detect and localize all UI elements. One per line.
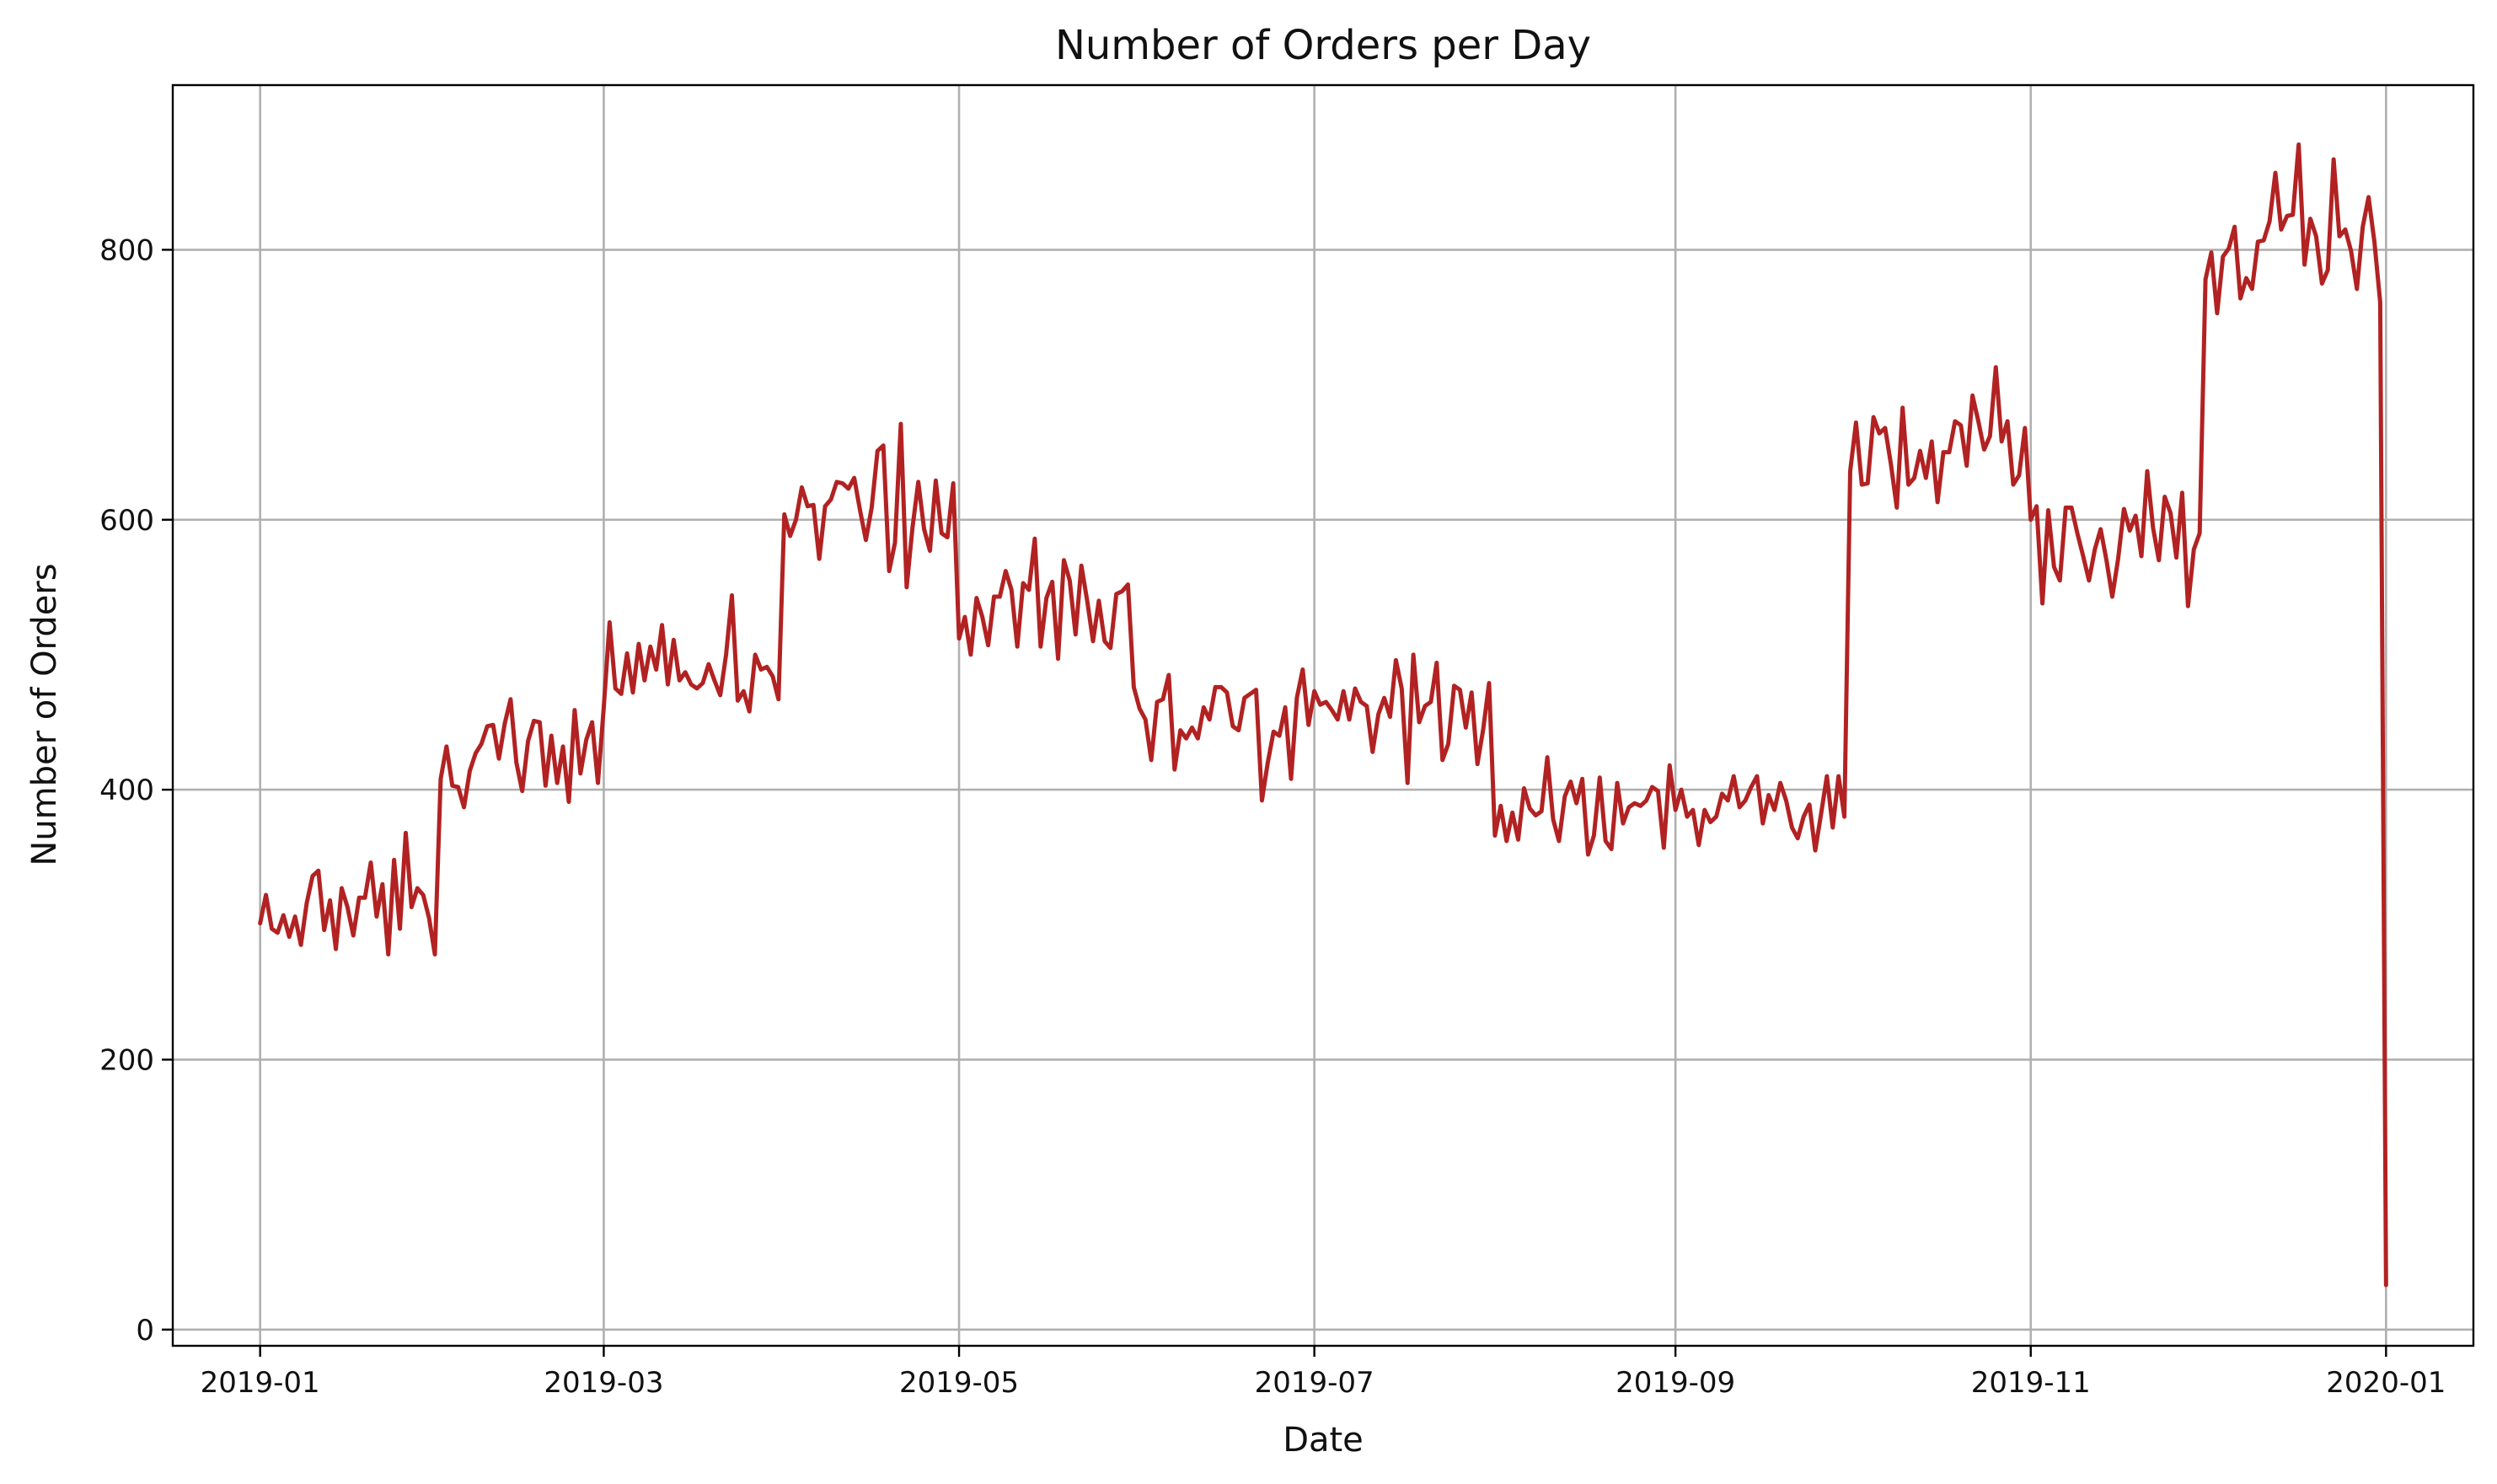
grid-lines [173,85,2473,1346]
x-tick-label: 2019-07 [1255,1366,1374,1400]
x-tick-label: 2019-05 [899,1366,1019,1400]
chart-title: Number of Orders per Day [1055,22,1591,69]
y-axis-label: Number of Orders [25,563,64,865]
plot-frame [171,83,2475,1347]
series-layer [258,142,2388,1288]
y-tick-label: 200 [99,1043,154,1077]
y-tick-label: 0 [136,1314,154,1347]
y-tick-label: 600 [99,504,154,538]
axis-ticks: 2019-01 2019-03 2019-05 2019-07 2019-09 2019-… [99,233,2446,1400]
x-axis-label: Date [1283,1421,1364,1460]
x-tick-label: 2019-01 [201,1366,320,1400]
y-tick-label: 400 [99,774,154,807]
x-tick-label: 2019-09 [1616,1366,1735,1400]
y-tick-label: 800 [99,233,154,267]
x-tick-label: 2019-03 [544,1366,663,1400]
x-tick-label: 2019-11 [1971,1366,2091,1400]
x-tick-label: 2020-01 [2326,1366,2446,1400]
series-line-orders [258,142,2388,1288]
